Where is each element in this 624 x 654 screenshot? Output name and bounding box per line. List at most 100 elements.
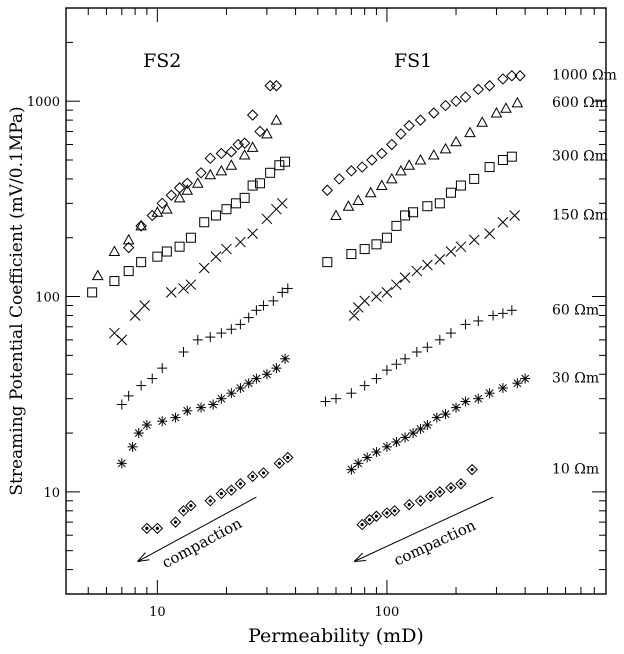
data-point bbox=[165, 189, 177, 201]
data-point bbox=[165, 287, 177, 298]
data-point bbox=[414, 153, 427, 165]
data-point bbox=[251, 305, 262, 316]
data-point bbox=[151, 522, 164, 535]
data-point bbox=[238, 149, 251, 160]
data-point bbox=[476, 116, 489, 127]
data-point bbox=[178, 283, 189, 294]
data-point bbox=[400, 432, 411, 443]
data-point bbox=[208, 399, 219, 410]
series-label: 600 Ωm bbox=[552, 95, 608, 111]
data-point bbox=[273, 457, 286, 470]
data-point bbox=[422, 259, 433, 271]
data-point bbox=[280, 353, 291, 364]
data-point bbox=[232, 138, 244, 151]
data-point bbox=[243, 378, 254, 389]
data-point bbox=[395, 164, 407, 176]
arrow-head bbox=[137, 552, 146, 562]
data-point bbox=[403, 498, 415, 511]
data-point bbox=[191, 177, 204, 188]
data-point bbox=[424, 490, 437, 502]
data-point bbox=[141, 522, 153, 535]
x-tick-label: 10 bbox=[149, 605, 166, 620]
data-point bbox=[182, 405, 193, 416]
series-labels: 1000 Ωm 600 Ωm 300 Ωm 150 Ωm 60 Ωm 30 Ωm 10 Ωm bbox=[552, 68, 617, 478]
data-point bbox=[254, 125, 266, 138]
data-point bbox=[506, 151, 517, 162]
data-point bbox=[258, 300, 269, 311]
data-point bbox=[333, 173, 345, 185]
data-point bbox=[450, 135, 462, 147]
data-point bbox=[460, 396, 471, 407]
data-point bbox=[169, 516, 182, 528]
data-point bbox=[348, 310, 360, 321]
data-point bbox=[450, 95, 462, 107]
data-point bbox=[215, 164, 228, 176]
data-point bbox=[133, 428, 144, 439]
data-point bbox=[364, 186, 377, 198]
data-point bbox=[371, 446, 382, 457]
group-label: FS2 bbox=[143, 50, 181, 72]
data-point bbox=[375, 179, 388, 191]
series-label: 1000 Ωm bbox=[552, 68, 617, 84]
data-point bbox=[116, 334, 128, 346]
series-label: 300 Ωm bbox=[552, 149, 608, 165]
data-point bbox=[362, 452, 373, 463]
data-point bbox=[261, 213, 273, 225]
data-point bbox=[274, 160, 285, 171]
data-point bbox=[472, 83, 484, 96]
data-point bbox=[129, 310, 141, 321]
data-point bbox=[411, 265, 423, 277]
data-point bbox=[109, 276, 120, 287]
data-point bbox=[431, 412, 442, 423]
data-point bbox=[381, 232, 392, 243]
data-point bbox=[497, 216, 509, 228]
data-point bbox=[460, 319, 471, 330]
data-point bbox=[345, 165, 358, 177]
data-point bbox=[235, 319, 246, 330]
data-point bbox=[381, 441, 392, 452]
data-point bbox=[415, 423, 426, 434]
series-label: 10 Ωm bbox=[552, 462, 599, 478]
data-point bbox=[439, 142, 452, 154]
data-point bbox=[282, 283, 293, 294]
data-point bbox=[346, 249, 357, 260]
data-point bbox=[216, 328, 227, 339]
data-point bbox=[270, 114, 283, 125]
data-point bbox=[371, 239, 382, 250]
data-point bbox=[251, 373, 262, 384]
data-point bbox=[381, 287, 393, 298]
data-point bbox=[509, 210, 520, 221]
data-point bbox=[280, 156, 291, 167]
data-point bbox=[359, 244, 370, 255]
data-point bbox=[342, 200, 355, 211]
data-point bbox=[185, 232, 196, 243]
data-point bbox=[277, 287, 288, 298]
data-point bbox=[216, 393, 227, 404]
data-point bbox=[261, 369, 272, 380]
tick-labels: 10 100 10 100 1000 bbox=[27, 95, 399, 620]
data-point bbox=[139, 300, 150, 311]
data-point bbox=[192, 334, 203, 345]
data-point bbox=[152, 251, 163, 262]
series-label: 60 Ωm bbox=[552, 302, 599, 318]
data-point bbox=[400, 210, 411, 221]
data-point bbox=[391, 437, 402, 448]
data-point bbox=[422, 342, 433, 353]
data-point bbox=[414, 495, 427, 507]
data-point bbox=[204, 152, 216, 165]
data-point bbox=[488, 310, 499, 321]
data-point bbox=[506, 70, 518, 82]
data-point bbox=[370, 510, 383, 522]
axis-ticks bbox=[65, 7, 607, 595]
data-point bbox=[271, 363, 282, 374]
arrow-head bbox=[353, 552, 364, 562]
arrow-head bbox=[137, 559, 150, 563]
data-point bbox=[156, 197, 168, 210]
data-point bbox=[122, 233, 135, 245]
data-point bbox=[268, 295, 279, 306]
data-point bbox=[151, 206, 164, 217]
data-point bbox=[490, 106, 503, 118]
data-point bbox=[468, 234, 480, 246]
data-point bbox=[371, 373, 382, 384]
data-point bbox=[178, 347, 189, 358]
